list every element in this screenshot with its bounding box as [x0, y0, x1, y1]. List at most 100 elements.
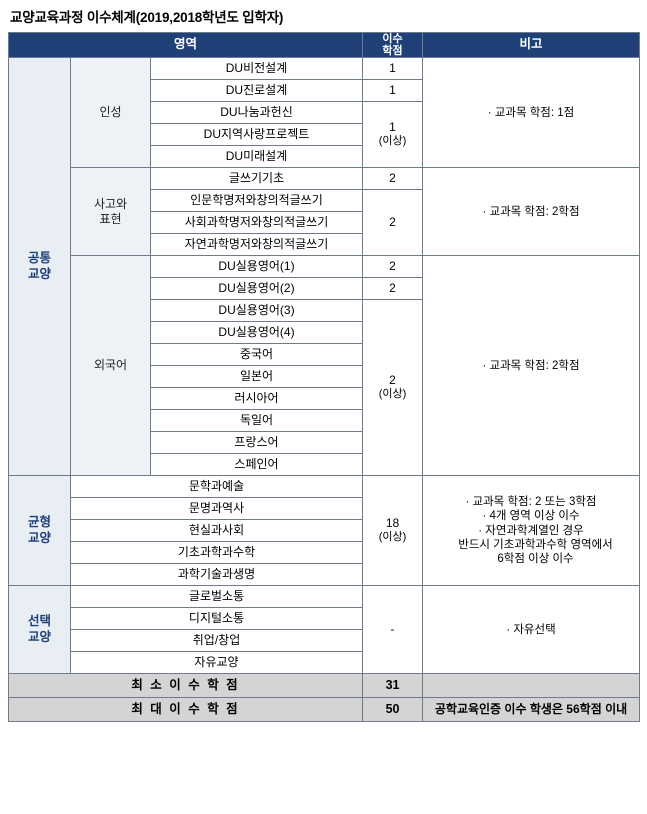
- course-cell: DU비전설계: [149, 57, 364, 81]
- table-row: 공통 교양 인성 DU비전설계 1 · 교과목 학점: 1점: [8, 57, 641, 477]
- table-body: 공통 교양 인성 DU비전설계 1 · 교과목 학점: 1점 DU진로설계 1 D…: [7, 57, 641, 723]
- table-row: 자연과학명저와창의적글쓰기: [9, 233, 640, 257]
- note-line: · 자연과학계열인 경우: [478, 524, 584, 537]
- header-area: 영역: [7, 31, 364, 59]
- credit-cell: 1: [362, 79, 424, 103]
- total-note: [422, 673, 641, 699]
- note-cell-insung: · 교과목 학점: 1점: [422, 57, 641, 169]
- table-row: DU진로설계 1: [9, 79, 640, 103]
- course-cell: 러시아어: [149, 387, 364, 411]
- table-row: 취업/창업: [9, 629, 640, 653]
- credit-cell: 2: [362, 167, 424, 191]
- credit-cell: 2: [362, 277, 424, 301]
- table-row: 프랑스어: [9, 431, 640, 455]
- course-cell: 취업/창업: [69, 629, 364, 653]
- table-row: DU실용영어(2) 2: [9, 277, 640, 301]
- course-cell: DU실용영어(2): [149, 277, 364, 301]
- table-row: DU미래설계: [9, 145, 640, 169]
- course-cell: 중국어: [149, 343, 364, 367]
- table-row: 문명과역사: [9, 497, 640, 521]
- table-row: 러시아어: [9, 387, 640, 411]
- note-line: 6학점 이상 이수: [497, 553, 574, 566]
- header-row: 영역 이수 학점 비고: [7, 31, 641, 59]
- course-cell: 스페인어: [149, 453, 364, 477]
- credit-cell: 1: [362, 57, 424, 81]
- table-row: 사고와 표현 글쓰기기초 2 · 교과목 학점: 2학점: [9, 167, 641, 257]
- credit-value: 18: [385, 516, 400, 531]
- course-cell: 인문학명저와창의적글쓰기: [149, 189, 364, 213]
- note-cell-foreign: · 교과목 학점: 2학점: [422, 255, 641, 477]
- page-title: 교양교육과정 이수체계(2019,2018학년도 입학자): [10, 10, 284, 25]
- course-cell: 문명과역사: [69, 497, 364, 521]
- table-row: DU실용영어(4): [9, 321, 640, 345]
- total-row-min: 최 소 이 수 학 점 31: [7, 673, 641, 699]
- note-line: · 교과목 학점: 2학점: [482, 205, 580, 218]
- note-line: · 교과목 학점: 2 또는 3학점: [465, 495, 597, 508]
- credit-subnote: (이상): [378, 388, 407, 401]
- note-cell-balanced: · 교과목 학점: 2 또는 3학점 · 4개 영역 이상 이수 · 자연과학계…: [422, 475, 641, 587]
- area-cell-common: 공통 교양: [8, 57, 71, 477]
- course-cell: 글쓰기기초: [149, 167, 364, 191]
- course-cell: 프랑스어: [149, 431, 364, 455]
- header-credit-line1: 이수: [382, 33, 403, 45]
- credit-value: 1: [389, 120, 396, 135]
- header-credit-line2: 학점: [382, 45, 403, 58]
- course-cell: DU실용영어(3): [149, 299, 364, 323]
- table-row: 외국어 DU실용영어(1) 2 · 교과목 학점: 2학점: [9, 255, 641, 477]
- total-label: 최 대 이 수 학 점: [7, 697, 364, 723]
- credit-value: 2: [389, 373, 396, 388]
- course-cell: 자유교양: [69, 651, 364, 675]
- credit-cell: 1 (이상): [362, 101, 424, 169]
- note-cell-elective: · 자유선택: [422, 585, 641, 675]
- total-credit: 50: [362, 697, 424, 723]
- note-line: · 자유선택: [506, 623, 556, 636]
- area-cell-elective: 선택 교양: [8, 585, 71, 675]
- header-note: 비고: [422, 31, 641, 59]
- credit-cell: -: [362, 585, 424, 675]
- course-cell: 기초과학과수학: [69, 541, 364, 565]
- note-line: · 교과목 학점: 1점: [487, 106, 575, 119]
- course-cell: DU실용영어(4): [149, 321, 364, 345]
- course-cell: 일본어: [149, 365, 364, 389]
- table-row: 균형 교양 문학과예술 18 (이상) · 교과목 학점: 2 또는 3학점 · …: [8, 475, 641, 587]
- note-cell-sago: · 교과목 학점: 2학점: [422, 167, 641, 257]
- table-row: 독일어: [9, 409, 640, 433]
- table-row: 과학기술과생명: [9, 563, 640, 587]
- table-header: 영역 이수 학점 비고: [7, 31, 641, 59]
- credit-cell: 2: [362, 255, 424, 279]
- table-row: 현실과사회: [9, 519, 640, 543]
- course-cell: 자연과학명저와창의적글쓰기: [149, 233, 364, 257]
- course-cell: DU실용영어(1): [149, 255, 364, 279]
- course-cell: 현실과사회: [69, 519, 364, 543]
- note-line: · 교과목 학점: 2학점: [482, 359, 580, 372]
- course-cell: DU나눔과헌신: [149, 101, 364, 125]
- note-line: 반드시 기초과학과수학 영역에서: [458, 538, 613, 551]
- table-row: DU실용영어(3) 2 (이상): [9, 299, 640, 477]
- total-row-max: 최 대 이 수 학 점 50 공학교육인증 이수 학생은 56학점 이내: [7, 697, 641, 723]
- course-cell: 사회과학명저와창의적글쓰기: [149, 211, 364, 235]
- table-row: 선택 교양 글로벌소통 - · 자유선택: [8, 585, 641, 675]
- area-cell-balanced: 균형 교양: [8, 475, 71, 587]
- credit-subnote: (이상): [378, 135, 407, 148]
- course-cell: DU진로설계: [149, 79, 364, 103]
- total-note: 공학교육인증 이수 학생은 56학점 이내: [422, 697, 641, 723]
- table-row: 인문학명저와창의적글쓰기 2: [9, 189, 640, 257]
- course-cell: 문학과예술: [69, 475, 364, 499]
- total-label: 최 소 이 수 학 점: [7, 673, 364, 699]
- note-line: · 4개 영역 이상 이수: [482, 510, 580, 523]
- curriculum-table: 영역 이수 학점 비고 공통 교양 인성 DU비전설계 1 · 교과목 학점: 1…: [7, 31, 641, 723]
- course-cell: 글로벌소통: [69, 585, 364, 609]
- credit-cell: 2: [362, 189, 424, 257]
- credit-subnote: (이상): [378, 531, 407, 544]
- header-credit: 이수 학점: [362, 31, 424, 59]
- course-cell: 디지털소통: [69, 607, 364, 631]
- credit-cell: 2 (이상): [362, 299, 424, 477]
- subgroup-cell-insung: 인성: [70, 57, 151, 169]
- course-cell: 독일어: [149, 409, 364, 433]
- course-cell: 과학기술과생명: [69, 563, 364, 587]
- table-row: 중국어: [9, 343, 640, 367]
- table-row: 자유교양: [9, 651, 640, 675]
- course-cell: DU지역사랑프로젝트: [149, 123, 364, 147]
- table-row: DU지역사랑프로젝트: [9, 123, 640, 147]
